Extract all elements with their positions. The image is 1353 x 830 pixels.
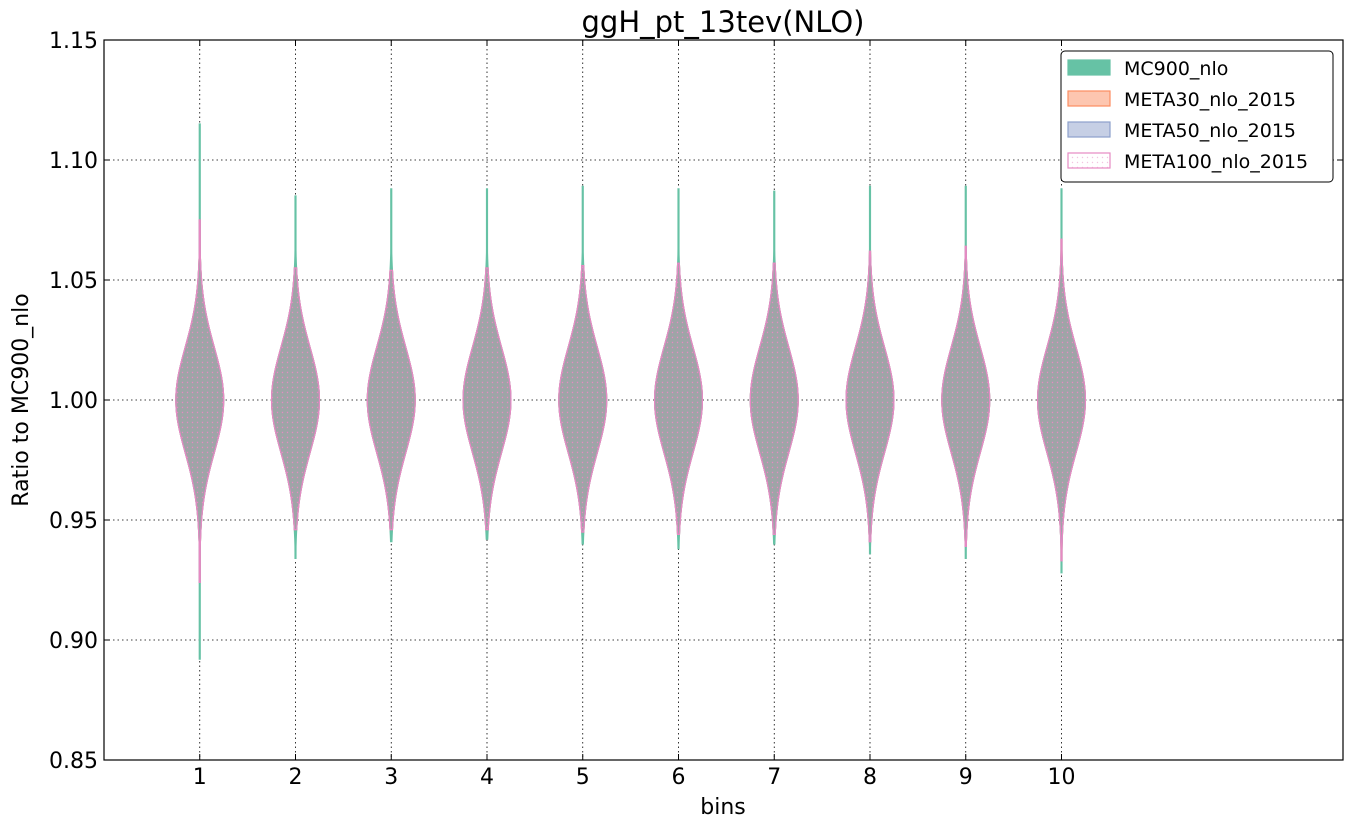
y-tick-label: 1.15 bbox=[49, 29, 98, 54]
legend-label: META50_nlo_2015 bbox=[1124, 120, 1296, 142]
y-tick-label: 0.85 bbox=[49, 749, 98, 774]
x-tick-label: 7 bbox=[767, 765, 781, 790]
y-tick-label: 0.90 bbox=[49, 629, 98, 654]
chart-title: ggH_pt_13tev(NLO) bbox=[582, 5, 865, 39]
y-axis-title: Ratio to MC900_nlo bbox=[9, 293, 34, 506]
legend: MC900_nlo META30_nlo_2015 META50_nlo_2015 M… bbox=[1060, 50, 1334, 183]
y-tick-label: 0.95 bbox=[49, 509, 98, 534]
legend-swatch bbox=[1067, 90, 1111, 107]
x-tick-label: 9 bbox=[959, 765, 973, 790]
x-tick-label: 4 bbox=[480, 765, 494, 790]
x-tick-label: 1 bbox=[193, 765, 207, 790]
legend-label: META100_nlo_2015 bbox=[1124, 151, 1308, 173]
legend-swatch bbox=[1067, 59, 1111, 76]
violin-META100_nlo_2015-bin-4 bbox=[462, 267, 512, 531]
legend-label: META30_nlo_2015 bbox=[1124, 89, 1296, 111]
x-axis-title: bins bbox=[700, 795, 745, 820]
violin-META100_nlo_2015-bin-7 bbox=[749, 262, 799, 535]
violins bbox=[175, 123, 1087, 660]
x-tick-label: 2 bbox=[288, 765, 302, 790]
y-tick-label: 1.10 bbox=[49, 149, 98, 174]
violin-META100_nlo_2015-bin-10 bbox=[1036, 238, 1087, 562]
x-tick-label: 6 bbox=[671, 765, 685, 790]
y-tick-label: 1.00 bbox=[49, 389, 98, 414]
violin-META100_nlo_2015-bin-6 bbox=[653, 262, 704, 535]
y-tick-label: 1.05 bbox=[49, 269, 98, 294]
legend-frame bbox=[1060, 50, 1334, 183]
violin-META100_nlo_2015-bin-3 bbox=[366, 269, 416, 531]
violin-META100_nlo_2015-bin-1 bbox=[175, 219, 225, 583]
series-META100_nlo_2015 bbox=[175, 219, 1087, 583]
x-tick-label: 3 bbox=[384, 765, 398, 790]
axis-ticks: 0.85 0.90 0.95 1.00 1.05 1.10 1.15 1 2 3 4 5 6 7 8 9 10 bbox=[49, 29, 1343, 790]
x-tick-label: 8 bbox=[863, 765, 877, 790]
x-tick-label: 10 bbox=[1047, 765, 1075, 790]
violin-META100_nlo_2015-bin-2 bbox=[270, 267, 321, 531]
violin-META100_nlo_2015-bin-5 bbox=[558, 265, 608, 533]
legend-swatch bbox=[1067, 152, 1111, 169]
x-tick-label: 5 bbox=[576, 765, 590, 790]
legend-label: MC900_nlo bbox=[1124, 58, 1228, 80]
legend-swatch bbox=[1067, 121, 1111, 138]
violin-META100_nlo_2015-bin-8 bbox=[845, 250, 895, 543]
violin-META100_nlo_2015-bin-9 bbox=[941, 245, 991, 547]
